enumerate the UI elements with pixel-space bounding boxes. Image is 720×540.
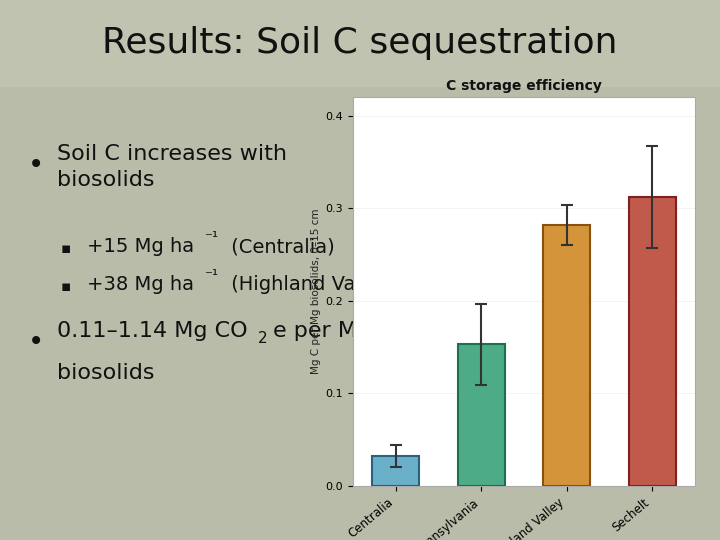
Text: ▪: ▪ [60,241,71,256]
Text: 0.11–1.14 Mg CO: 0.11–1.14 Mg CO [58,321,248,341]
Bar [372,456,419,486]
Text: ▪: ▪ [60,279,71,294]
Text: •: • [27,151,44,179]
Bar [0,0,720,86]
Text: e per Mg: e per Mg [273,321,371,341]
Text: •: • [27,328,44,356]
Text: 2: 2 [258,331,267,346]
Text: (Highland Valley): (Highland Valley) [225,275,397,294]
Text: ⁻¹: ⁻¹ [205,268,219,283]
Title: C storage efficiency: C storage efficiency [446,79,602,93]
Text: (Centralia): (Centralia) [225,237,335,256]
Bar [457,345,505,486]
Text: biosolids: biosolids [58,363,155,383]
Text: ⁻¹: ⁻¹ [205,230,219,245]
Bar [543,225,590,486]
Bar [629,197,675,486]
Y-axis label: Mg C per Mg biosolids, 0–15 cm: Mg C per Mg biosolids, 0–15 cm [311,209,321,374]
Text: Results: Soil C sequestration: Results: Soil C sequestration [102,26,618,60]
Text: +15 Mg ha: +15 Mg ha [87,237,194,256]
Text: +38 Mg ha: +38 Mg ha [87,275,194,294]
Text: Soil C increases with
biosolids: Soil C increases with biosolids [58,144,287,190]
